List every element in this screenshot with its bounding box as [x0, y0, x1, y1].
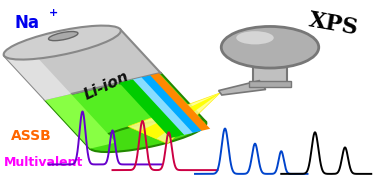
Polygon shape: [219, 81, 266, 95]
Polygon shape: [139, 93, 220, 139]
Polygon shape: [4, 29, 160, 100]
Polygon shape: [128, 93, 220, 144]
Ellipse shape: [48, 32, 78, 41]
Text: ASSB: ASSB: [11, 129, 52, 143]
Polygon shape: [253, 62, 287, 85]
Polygon shape: [4, 50, 71, 100]
Polygon shape: [136, 75, 201, 134]
Text: Li-ion: Li-ion: [82, 69, 132, 103]
Polygon shape: [45, 73, 206, 149]
Ellipse shape: [221, 26, 319, 68]
Ellipse shape: [236, 31, 274, 44]
Polygon shape: [119, 79, 184, 138]
Text: Na: Na: [15, 14, 40, 32]
Text: +: +: [49, 8, 58, 18]
Polygon shape: [45, 94, 116, 149]
Polygon shape: [145, 73, 210, 132]
Polygon shape: [128, 77, 193, 136]
Ellipse shape: [89, 118, 206, 152]
Text: XPS: XPS: [307, 9, 360, 40]
Text: Multivalent: Multivalent: [4, 156, 83, 169]
Polygon shape: [249, 81, 291, 87]
Text: +: +: [38, 39, 47, 48]
Ellipse shape: [4, 26, 121, 60]
Text: K: K: [15, 44, 28, 62]
